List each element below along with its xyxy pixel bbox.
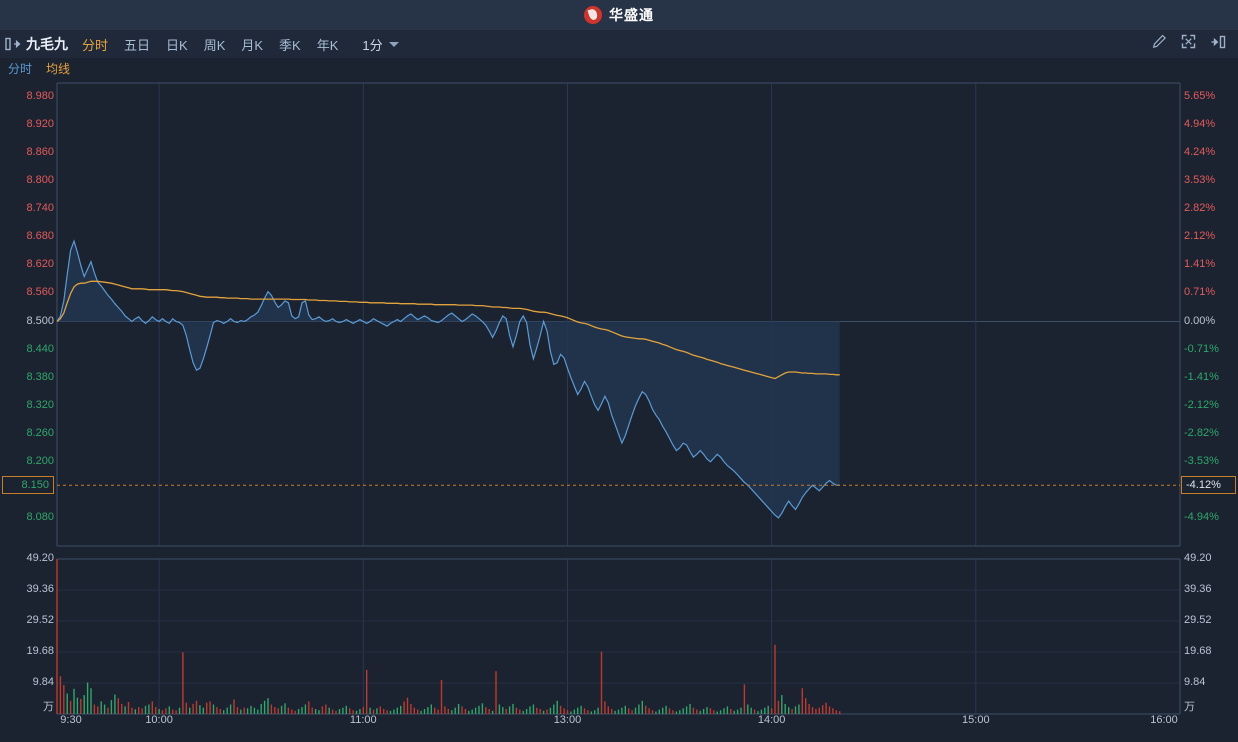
percent-tick-2.82%: 2.82% (1184, 202, 1216, 215)
volume-tick-29.52: 29.52 (26, 614, 54, 626)
ticker-name[interactable]: 九毛九 (26, 36, 68, 52)
period-tab-weekly-k[interactable]: 周K (203, 37, 226, 53)
chart-toolbar: 九毛九 分时 五日 日K 周K 月K 季K 年K 1分 (0, 30, 1238, 58)
volume-tick-right-39.36: 39.36 (1184, 583, 1212, 595)
price-tick-8.980: 8.980 (26, 90, 54, 103)
price-tick-8.200: 8.200 (26, 454, 54, 467)
period-tab-yearly-k[interactable]: 年K (316, 37, 339, 53)
pencil-icon[interactable] (1152, 34, 1167, 54)
time-tick-1000: 10:00 (145, 714, 173, 726)
period-tab-monthly-k[interactable]: 月K (241, 37, 264, 53)
price-tick-8.560: 8.560 (26, 286, 54, 299)
brand: 华盛通 (584, 5, 654, 25)
brand-name: 华盛通 (609, 7, 654, 23)
chevron-down-icon (388, 41, 399, 47)
time-tick-1100: 11:00 (349, 714, 377, 726)
volume-unit-left: 万 (43, 701, 54, 713)
time-tick-1300: 13:00 (553, 714, 582, 726)
price-tick-8.680: 8.680 (26, 230, 54, 243)
volume-tick-right-49.20: 49.20 (1184, 552, 1212, 564)
price-tick-8.800: 8.800 (26, 174, 54, 187)
title-bar: 华盛通 (0, 0, 1238, 30)
volume-tick-49.20: 49.20 (26, 552, 54, 564)
price-tick-8.860: 8.860 (26, 146, 54, 159)
percent-tick-4.94%: 4.94% (1184, 118, 1216, 131)
volume-tick-right-19.68: 19.68 (1184, 645, 1212, 657)
fullscreen-icon[interactable] (1181, 34, 1196, 54)
frequency-selector[interactable]: 1分 (362, 35, 399, 54)
price-tick-8.500: 8.500 (26, 314, 54, 327)
price-tick-8.740: 8.740 (26, 202, 54, 215)
volume-tick-right-29.52: 29.52 (1184, 614, 1212, 626)
collapse-panel-icon[interactable] (1210, 35, 1226, 54)
legend-item-average[interactable]: 均线 (46, 61, 71, 76)
percent-tick--2.82%: -2.82% (1184, 426, 1219, 439)
volume-tick-9.84: 9.84 (32, 676, 54, 688)
price-tick-8.380: 8.380 (26, 370, 54, 383)
flame-logo-icon (584, 6, 602, 24)
period-tab-quarterly-k[interactable]: 季K (279, 37, 301, 53)
volume-unit-right: 万 (1184, 701, 1195, 713)
price-tick-8.440: 8.440 (26, 342, 54, 355)
legend-item-price[interactable]: 分时 (8, 61, 33, 76)
price-tick-8.260: 8.260 (26, 426, 54, 439)
time-tick-1600: 16:00 (1150, 714, 1178, 726)
percent-tick-3.53%: 3.53% (1184, 174, 1216, 187)
price-tick-8.080: 8.080 (26, 510, 54, 523)
percent-tick--0.71%: -0.71% (1184, 342, 1219, 355)
volume-tick-19.68: 19.68 (26, 645, 54, 657)
percent-tick-0.00%: 0.00% (1184, 314, 1216, 327)
time-tick-930: 9:30 (60, 714, 82, 726)
current-change-badge: -4.12% (1181, 476, 1236, 495)
price-tick-8.920: 8.920 (26, 118, 54, 131)
percent-tick-0.71%: 0.71% (1184, 286, 1216, 299)
time-tick-1400: 14:00 (757, 714, 786, 726)
percent-tick-1.41%: 1.41% (1184, 258, 1216, 271)
period-tab-minute[interactable]: 分时 (82, 37, 109, 53)
period-tab-five-day[interactable]: 五日 (124, 37, 151, 53)
percent-tick--3.53%: -3.53% (1184, 454, 1219, 467)
percent-tick-2.12%: 2.12% (1184, 230, 1216, 243)
time-tick-1500: 15:00 (962, 714, 990, 726)
frequency-value: 1分 (362, 37, 383, 53)
indicator-legend-bar: 分时 均线 (0, 58, 1238, 78)
price-tick-8.320: 8.320 (26, 398, 54, 411)
price-tick-8.620: 8.620 (26, 258, 54, 271)
percent-tick--2.12%: -2.12% (1184, 398, 1219, 411)
volume-tick-right-9.84: 9.84 (1184, 676, 1206, 688)
period-tab-daily-k[interactable]: 日K (166, 37, 188, 53)
percent-tick-5.65%: 5.65% (1184, 90, 1216, 103)
volume-tick-39.36: 39.36 (26, 583, 54, 595)
current-price-badge: 8.150 (2, 476, 54, 495)
percent-tick-4.24%: 4.24% (1184, 146, 1216, 159)
price-volume-plot (0, 78, 1238, 742)
percent-tick--4.94%: -4.94% (1184, 510, 1219, 523)
toolbar-right-icons (1152, 34, 1238, 54)
sidebar-expand-icon[interactable] (0, 30, 26, 58)
chart-area[interactable]: 8.980 5.65% 8.920 4.94% 8.860 4.24% 8.800 3.53%… (0, 78, 1238, 742)
percent-tick--1.41%: -1.41% (1184, 370, 1219, 383)
